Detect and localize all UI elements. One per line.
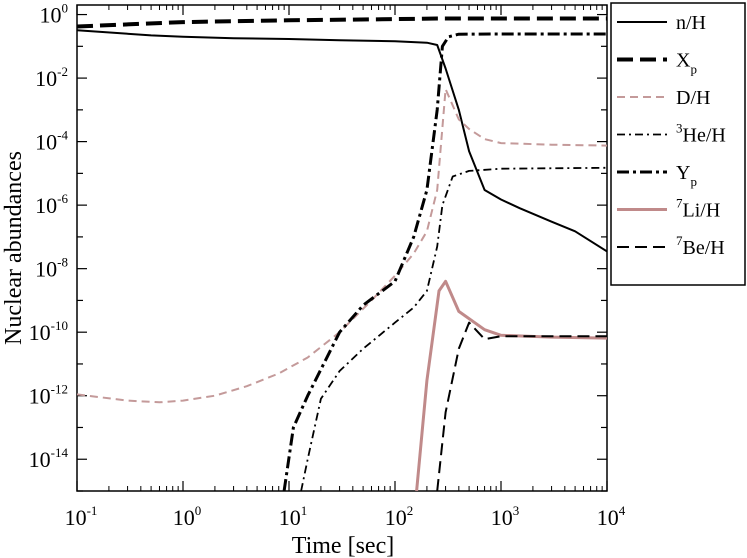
legend-box	[610, 2, 746, 286]
y-tick-label: 10-8	[35, 255, 68, 282]
data-series	[77, 16, 607, 491]
y-tick-label: 10-4	[35, 128, 68, 155]
legend: n/H Xp D/H 3He/H Yp 7Li/H 7Be/H	[617, 12, 726, 259]
series-line-d-h	[77, 88, 607, 404]
x-tick-label: 101	[279, 503, 308, 530]
series-line-3he-h	[300, 166, 607, 491]
legend-label-7be-h: 7Be/H	[676, 233, 725, 259]
axis-ticks: 10-1 100 101 102 103 104 100 10-2 10-4 10-6 10-8 10…	[29, 1, 626, 530]
y-tick-label: 10-10	[29, 318, 68, 345]
y-tick-label: 10-12	[29, 382, 68, 409]
legend-label-y-p: Yp	[676, 162, 697, 189]
legend-label-7li-h: 7Li/H	[676, 196, 720, 222]
x-tick-label: 10-1	[65, 503, 98, 530]
x-tick-label: 103	[491, 503, 520, 530]
legend-label-3he-h: 3He/H	[676, 121, 726, 147]
y-tick-label: 10-14	[29, 445, 69, 472]
y-axis-label: Nuclear abundances	[1, 151, 27, 345]
y-tick-label: 10-6	[35, 191, 68, 218]
legend-label-d-h: D/H	[676, 87, 710, 109]
y-tick-label: 10-2	[35, 64, 68, 91]
y-tick-label: 100	[40, 1, 69, 28]
legend-label-x-p: Xp	[676, 50, 697, 77]
x-tick-label: 102	[385, 503, 414, 530]
series-line-y-p	[282, 32, 607, 491]
x-axis-label: Time [sec]	[292, 533, 394, 558]
plot-frame	[76, 4, 608, 492]
x-tick-label: 104	[597, 503, 626, 530]
series-line-7li-h	[415, 279, 607, 491]
series-line-x-p	[77, 16, 607, 29]
series-line-n-h	[77, 29, 607, 253]
x-tick-label: 100	[173, 503, 202, 530]
series-line-7be-h	[436, 321, 607, 491]
legend-label-n-h: n/H	[676, 12, 706, 34]
